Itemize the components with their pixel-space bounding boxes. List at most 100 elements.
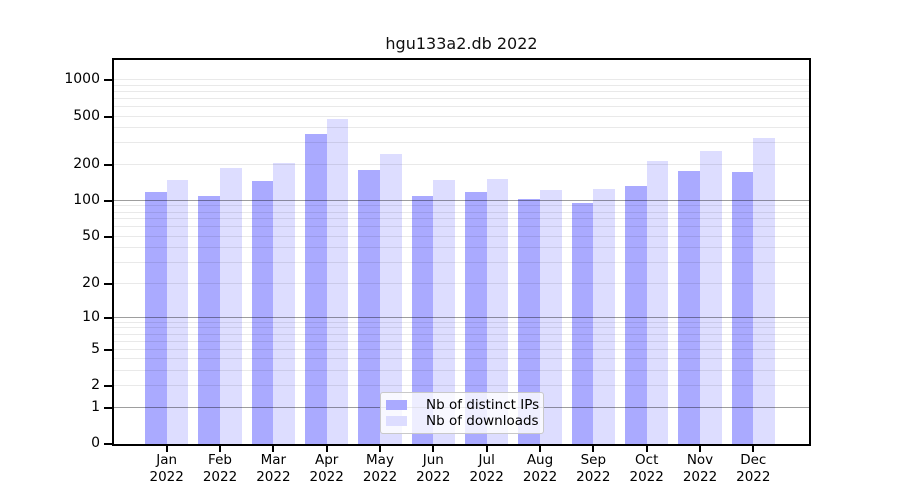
x-tick-label-may: May 2022 [362,452,398,485]
x-tick-jan [165,446,168,452]
gridline-minor-7 [114,333,809,335]
gridline-major-10 [114,316,809,318]
x-tick-aug [539,446,541,452]
gridline-minor-8 [114,327,809,329]
x-tick-label-dec: Dec 2022 [736,452,771,485]
gridline-minor-60 [114,226,809,228]
x-tick-may [379,446,381,452]
legend-label-distinct-ips: Nb of distinct IPs [426,397,540,413]
x-tick-jun [432,446,435,452]
bar-downloads-sep [593,188,615,444]
y-tick-label-0: 0 [91,435,100,451]
y-tick-500 [104,115,112,118]
gridline-minor-3 [114,370,809,371]
gridline-minor-80 [114,211,809,213]
x-tick-label-apr: Apr 2022 [309,452,344,485]
x-tick-oct [645,446,648,452]
x-tick-nov [699,446,701,452]
bar-distinct-ips-jan [145,192,167,444]
bar-distinct-ips-oct [625,186,647,444]
gridline-minor-50 [114,235,809,237]
y-tick-label-20: 20 [82,274,100,291]
x-tick-label-jan: Jan 2022 [149,452,184,485]
bar-distinct-ips-may [358,170,380,444]
gridline-minor-700 [114,97,809,99]
gridline-minor-200 [114,163,809,165]
y-tick-2 [104,385,112,388]
gridline-minor-500 [114,115,809,117]
gridline-minor-70 [114,218,809,220]
y-tick-label-50: 50 [82,227,100,244]
y-tick-label-100: 100 [73,191,100,208]
gridline-minor-1000 [114,79,809,80]
x-tick-feb [219,446,221,452]
y-tick-10 [104,316,112,319]
gridline-minor-300 [114,142,809,144]
gridline-minor-800 [114,90,809,92]
x-tick-label-aug: Aug 2022 [522,452,558,485]
x-tick-label-mar: Mar 2022 [256,452,291,485]
x-tick-label-feb: Feb 2022 [202,452,238,485]
bar-distinct-ips-apr [305,134,327,444]
x-tick-label-nov: Nov 2022 [682,452,718,485]
bar-downloads-oct [646,160,669,444]
x-tick-jul [485,446,488,452]
gridline-minor-400 [114,127,809,129]
bar-distinct-ips-aug [518,198,540,444]
gridline-minor-600 [114,105,809,107]
chart-title: hgu133a2.db 2022 [385,34,538,53]
gridline-minor-2 [114,385,809,387]
y-tick-100 [104,199,112,202]
bar-downloads-jun [433,180,455,444]
plot-inner [114,60,809,444]
y-tick-label-500: 500 [73,107,100,124]
bar-downloads-may [380,154,402,444]
x-tick-label-jun: Jun 2022 [416,452,451,485]
bar-distinct-ips-mar [251,180,274,444]
gridline-minor-5 [114,348,809,350]
x-tick-apr [325,446,328,452]
gridline-minor-30 [114,262,809,264]
y-tick-label-1000: 1000 [64,71,100,87]
legend: Nb of distinct IPs Nb of downloads [380,392,544,434]
y-tick-1 [104,406,112,409]
legend-swatch-downloads [386,416,407,426]
gridline-minor-6 [114,340,809,342]
bar-distinct-ips-feb [198,195,220,444]
x-tick-label-jul: Jul 2022 [469,452,504,485]
legend-swatch-distinct-ips [386,400,407,410]
y-tick-label-5: 5 [91,340,100,357]
y-tick-0 [104,443,112,445]
plot-area: Nb of distinct IPs Nb of downloads [112,58,811,446]
gridline-minor-9 [114,321,809,323]
bar-distinct-ips-nov [678,171,700,444]
bar-downloads-jul [486,179,509,444]
y-tick-1000 [104,79,112,81]
y-tick-50 [104,235,112,238]
legend-label-downloads: Nb of downloads [426,413,539,429]
y-tick-200 [104,163,112,166]
bar-downloads-aug [540,189,562,444]
y-tick-label-2: 2 [91,377,100,394]
bar-distinct-ips-jul [465,192,487,444]
bar-downloads-feb [220,167,242,444]
y-tick-label-10: 10 [82,308,100,325]
bar-distinct-ips-dec [731,171,754,444]
y-tick-20 [104,282,112,285]
bar-downloads-nov [700,150,722,444]
gridline-minor-40 [114,247,809,249]
legend-entry-distinct-ips: Nb of distinct IPs [386,397,540,413]
gridline-minor-20 [114,282,809,284]
x-tick-sep [592,446,595,452]
bar-distinct-ips-jun [411,195,434,444]
bar-downloads-mar [273,163,295,444]
bar-downloads-jan [166,179,189,444]
y-tick-5 [104,348,112,351]
x-tick-mar [272,446,275,452]
y-tick-label-1: 1 [91,398,100,415]
x-tick-label-sep: Sep 2022 [576,452,611,485]
legend-entry-downloads: Nb of downloads [386,413,539,429]
bar-downloads-dec [753,138,775,444]
gridline-minor-4 [114,358,809,360]
